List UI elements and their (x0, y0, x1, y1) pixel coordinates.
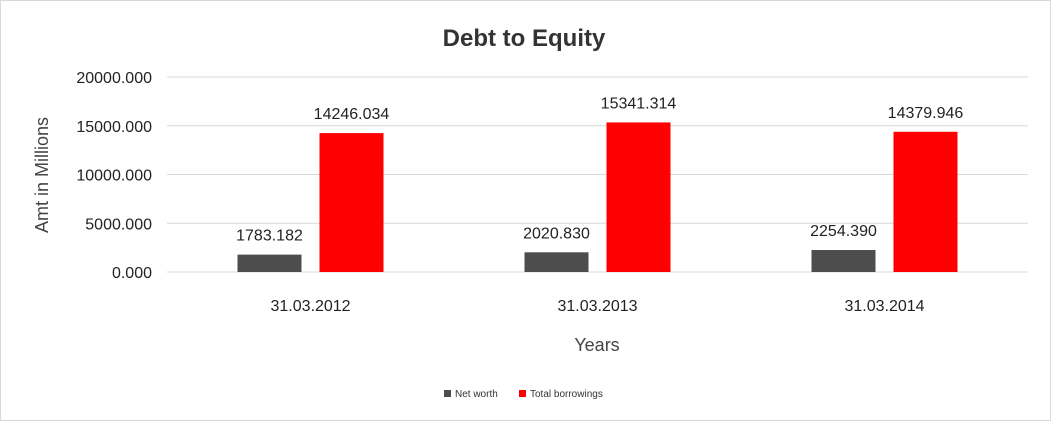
y-tick-label: 15000.000 (76, 119, 152, 136)
data-label: 2020.830 (523, 225, 590, 242)
legend-label: Total borrowings (530, 389, 603, 400)
data-label: 1783.182 (236, 228, 303, 245)
x-axis-title: Years (574, 335, 619, 355)
data-label: 14379.946 (888, 105, 964, 122)
bar-net-worth (237, 254, 302, 272)
y-axis-ticks: 0.000 5000.000 10000.000 15000.000 20000.000 (76, 70, 152, 282)
legend-swatch (519, 390, 526, 397)
x-axis-ticks: 31.03.2012 31.03.2013 31.03.2014 (270, 298, 924, 315)
y-axis-title: Amt in Millions (32, 117, 52, 233)
legend: Net worth Total borrowings (444, 389, 603, 400)
bar-total-borrowings (606, 122, 671, 273)
bars (237, 122, 958, 273)
data-labels: 1783.182 14246.034 2020.830 15341.314 2254.3… (236, 95, 963, 244)
legend-swatch (444, 390, 451, 397)
bar-total-borrowings (319, 133, 384, 272)
data-label: 14246.034 (314, 106, 390, 123)
x-tick-label: 31.03.2014 (844, 298, 924, 315)
data-label: 2254.390 (810, 223, 877, 240)
y-tick-label: 5000.000 (85, 216, 152, 233)
data-label: 15341.314 (601, 95, 677, 112)
bar-total-borrowings (893, 131, 958, 272)
x-tick-label: 31.03.2013 (557, 298, 637, 315)
gridlines (167, 76, 1028, 273)
bar-net-worth (811, 250, 876, 272)
y-tick-label: 0.000 (112, 265, 152, 282)
bar-net-worth (524, 252, 589, 272)
x-tick-label: 31.03.2012 (270, 298, 350, 315)
chart-title: Debt to Equity (443, 25, 606, 52)
legend-label: Net worth (455, 389, 498, 400)
y-tick-label: 20000.000 (76, 70, 152, 87)
y-tick-label: 10000.000 (76, 168, 152, 185)
